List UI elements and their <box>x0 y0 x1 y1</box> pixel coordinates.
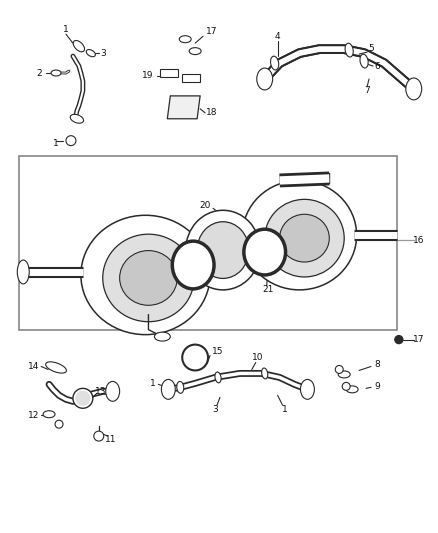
Text: 8: 8 <box>374 360 380 369</box>
Ellipse shape <box>279 214 329 262</box>
Text: 15: 15 <box>212 347 224 356</box>
Text: 3: 3 <box>100 49 106 58</box>
Text: 6: 6 <box>374 61 380 70</box>
Bar <box>160 69 178 77</box>
Text: 14: 14 <box>28 362 39 371</box>
Ellipse shape <box>17 260 29 284</box>
Ellipse shape <box>81 215 210 335</box>
Text: 16: 16 <box>413 236 424 245</box>
Text: 12: 12 <box>28 411 39 419</box>
Ellipse shape <box>120 251 177 305</box>
Circle shape <box>55 420 63 428</box>
Text: 7: 7 <box>364 86 370 95</box>
Ellipse shape <box>257 68 273 90</box>
Ellipse shape <box>261 368 268 379</box>
Circle shape <box>342 382 350 390</box>
Ellipse shape <box>346 386 358 393</box>
Text: 1: 1 <box>53 139 59 148</box>
Circle shape <box>66 136 76 146</box>
Circle shape <box>76 391 90 405</box>
Ellipse shape <box>265 199 344 277</box>
Ellipse shape <box>406 78 422 100</box>
Ellipse shape <box>251 237 279 267</box>
Circle shape <box>182 345 208 370</box>
Text: 20: 20 <box>199 201 211 210</box>
Ellipse shape <box>161 379 175 399</box>
Ellipse shape <box>271 56 279 70</box>
Ellipse shape <box>360 54 368 68</box>
Text: 17: 17 <box>413 335 424 344</box>
Text: 9: 9 <box>374 382 380 391</box>
Ellipse shape <box>70 115 84 123</box>
Text: 3: 3 <box>212 405 218 414</box>
Ellipse shape <box>197 222 249 278</box>
Ellipse shape <box>106 382 120 401</box>
Ellipse shape <box>46 362 67 373</box>
Bar <box>182 74 200 82</box>
Ellipse shape <box>345 43 353 57</box>
Ellipse shape <box>43 411 55 418</box>
Text: 17: 17 <box>206 27 218 36</box>
Ellipse shape <box>338 371 350 378</box>
Text: 1: 1 <box>282 405 287 414</box>
Text: 13: 13 <box>95 387 106 396</box>
Text: 10: 10 <box>252 353 264 362</box>
Ellipse shape <box>244 229 286 275</box>
Circle shape <box>335 366 343 374</box>
Bar <box>19 156 397 330</box>
Circle shape <box>395 336 403 344</box>
Ellipse shape <box>186 211 260 290</box>
Ellipse shape <box>155 332 170 341</box>
Ellipse shape <box>86 50 95 56</box>
Ellipse shape <box>51 70 61 76</box>
Ellipse shape <box>215 372 221 383</box>
Ellipse shape <box>103 234 194 322</box>
Ellipse shape <box>189 47 201 54</box>
Text: 1: 1 <box>63 25 69 34</box>
Ellipse shape <box>300 379 314 399</box>
Circle shape <box>94 431 104 441</box>
Text: 1: 1 <box>149 379 155 388</box>
Ellipse shape <box>73 41 85 52</box>
Text: 11: 11 <box>105 434 117 443</box>
Ellipse shape <box>179 249 207 281</box>
Text: 4: 4 <box>275 31 280 41</box>
Text: 5: 5 <box>368 44 374 53</box>
Text: 21: 21 <box>262 285 273 294</box>
Polygon shape <box>167 96 200 119</box>
Ellipse shape <box>242 181 357 290</box>
Ellipse shape <box>179 36 191 43</box>
Text: 19: 19 <box>142 71 153 80</box>
Text: 18: 18 <box>206 108 218 117</box>
Ellipse shape <box>172 241 214 289</box>
Text: 2: 2 <box>36 69 42 77</box>
Circle shape <box>73 389 93 408</box>
Ellipse shape <box>177 382 184 393</box>
